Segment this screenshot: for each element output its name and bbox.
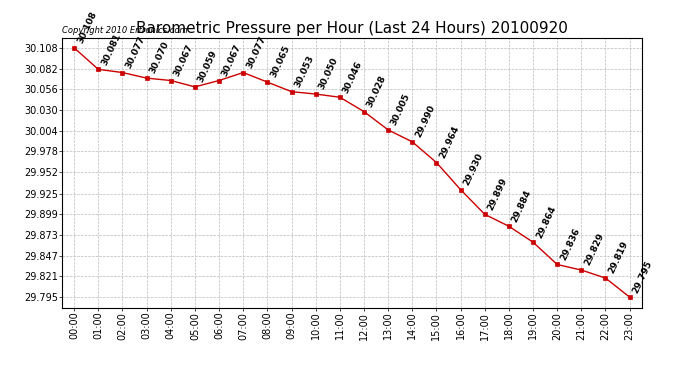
Text: 30.028: 30.028 <box>366 74 388 109</box>
Title: Barometric Pressure per Hour (Last 24 Hours) 20100920: Barometric Pressure per Hour (Last 24 Ho… <box>136 21 568 36</box>
Text: 30.065: 30.065 <box>269 44 291 80</box>
Text: 30.070: 30.070 <box>148 40 170 75</box>
Text: 30.005: 30.005 <box>390 92 412 127</box>
Text: 30.046: 30.046 <box>342 59 364 94</box>
Text: 29.930: 29.930 <box>462 152 485 187</box>
Text: 29.864: 29.864 <box>535 204 558 239</box>
Text: 29.884: 29.884 <box>511 188 533 224</box>
Text: 29.795: 29.795 <box>631 259 654 294</box>
Text: 29.964: 29.964 <box>438 124 461 160</box>
Text: 29.829: 29.829 <box>583 232 606 267</box>
Text: 29.819: 29.819 <box>607 240 630 275</box>
Text: 30.059: 30.059 <box>197 49 219 84</box>
Text: 29.990: 29.990 <box>414 104 437 139</box>
Text: 30.081: 30.081 <box>100 32 122 67</box>
Text: 30.077: 30.077 <box>245 34 268 70</box>
Text: 30.077: 30.077 <box>124 34 147 70</box>
Text: 30.067: 30.067 <box>221 43 243 78</box>
Text: 30.108: 30.108 <box>76 10 98 45</box>
Text: 30.067: 30.067 <box>172 43 195 78</box>
Text: 30.053: 30.053 <box>293 54 315 89</box>
Text: Copyright 2010 Ertronics.com: Copyright 2010 Ertronics.com <box>62 26 188 35</box>
Text: 29.836: 29.836 <box>559 226 582 262</box>
Text: 29.899: 29.899 <box>486 176 509 212</box>
Text: 30.050: 30.050 <box>317 56 339 91</box>
